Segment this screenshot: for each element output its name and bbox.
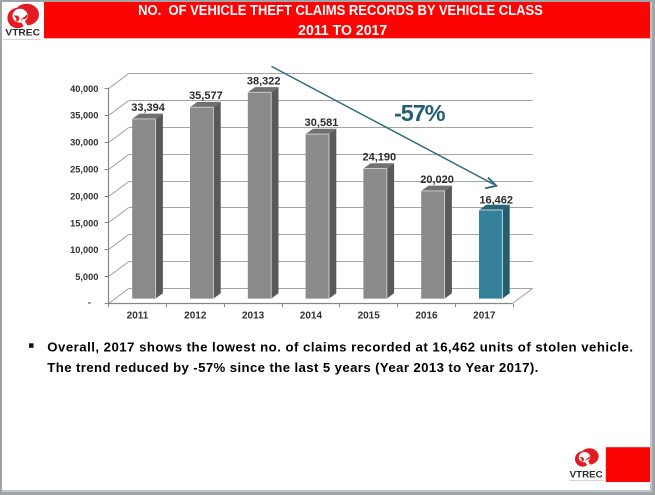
svg-text:2014: 2014 — [300, 311, 323, 322]
svg-text:35,000: 35,000 — [70, 110, 98, 121]
svg-text:30,000: 30,000 — [70, 137, 98, 148]
svg-text:5,000: 5,000 — [75, 271, 98, 282]
svg-text:20,020: 20,020 — [420, 174, 454, 186]
svg-text:2016: 2016 — [415, 311, 438, 322]
svg-text:VTREC: VTREC — [570, 469, 603, 479]
svg-text:-: - — [88, 296, 91, 307]
svg-text:Overall, 2017 shows the lowest: Overall, 2017 shows the lowest no. of cl… — [47, 340, 633, 355]
svg-text:40,000: 40,000 — [70, 83, 98, 94]
svg-text:VTREC: VTREC — [5, 27, 40, 37]
svg-text:38,322: 38,322 — [247, 75, 281, 87]
svg-text:The trend reduced by -57% sinc: The trend reduced by -57% since the last… — [47, 360, 538, 375]
svg-text:2015: 2015 — [358, 311, 381, 322]
svg-text:2013: 2013 — [242, 311, 265, 322]
svg-text:2011 TO 2017: 2011 TO 2017 — [298, 23, 387, 39]
svg-text:24,190: 24,190 — [362, 152, 396, 164]
svg-text:15,000: 15,000 — [70, 217, 98, 228]
svg-text:33,394: 33,394 — [131, 102, 166, 114]
svg-text:2017: 2017 — [473, 311, 496, 322]
svg-text:30,581: 30,581 — [305, 117, 339, 129]
svg-text:10,000: 10,000 — [70, 244, 98, 255]
svg-text:2011: 2011 — [127, 311, 149, 322]
svg-text:16,462: 16,462 — [479, 195, 513, 207]
svg-text:NO. OF VEHICLE THEFT CLAIMS R: NO. OF VEHICLE THEFT CLAIMS RECORDS BY V… — [138, 3, 543, 19]
svg-text:35,577: 35,577 — [189, 90, 223, 102]
svg-text:25,000: 25,000 — [70, 164, 98, 175]
svg-text:2012: 2012 — [184, 311, 207, 322]
svg-text:20,000: 20,000 — [70, 190, 98, 201]
svg-text:-57%: -57% — [394, 100, 446, 126]
